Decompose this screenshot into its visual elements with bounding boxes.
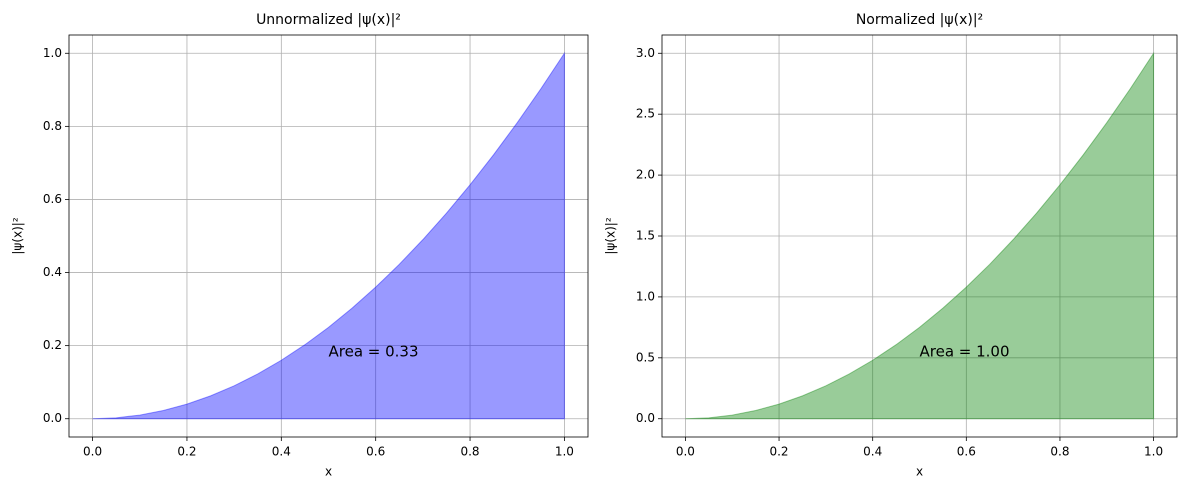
x-tick-label: 0.6 — [366, 445, 385, 459]
y-tick-label: 2.0 — [636, 168, 655, 182]
area-fill — [92, 51, 565, 420]
y-tick-label: 0.0 — [636, 411, 655, 425]
x-tick-label: 0.4 — [863, 445, 882, 459]
y-tick-label: 0.0 — [43, 411, 62, 425]
area-fill — [685, 51, 1155, 420]
y-tick-label: 0.8 — [43, 119, 62, 133]
x-tick-label: 1.0 — [1144, 445, 1163, 459]
x-tick-label: 0.2 — [769, 445, 788, 459]
y-tick-label: 3.0 — [636, 46, 655, 60]
y-tick-label: 0.6 — [43, 192, 62, 206]
x-axis-label: x — [325, 465, 332, 479]
x-tick-label: 0.4 — [272, 445, 291, 459]
plot-frame — [68, 34, 589, 438]
chart-title: Unnormalized |ψ(x)|² — [256, 12, 401, 28]
y-axis-label: |ψ(x)|² — [11, 217, 25, 254]
y-axis-label: |ψ(x)|² — [604, 217, 618, 254]
x-tick-label: 0.8 — [460, 445, 479, 459]
y-tick-label: 1.5 — [636, 229, 655, 243]
y-tick-label: 1.0 — [43, 46, 62, 60]
x-tick-label: 0.0 — [83, 445, 102, 459]
y-tick-label: 2.5 — [636, 107, 655, 121]
y-tick-label: 0.4 — [43, 265, 62, 279]
x-tick-label: 0.0 — [676, 445, 695, 459]
plot-frame — [661, 34, 1178, 438]
y-tick-label: 0.2 — [43, 338, 62, 352]
x-axis-label: x — [916, 465, 923, 479]
x-tick-label: 0.2 — [177, 445, 196, 459]
annotation: Area = 0.33 — [329, 342, 419, 360]
y-tick-label: 1.0 — [636, 289, 655, 303]
chart-title: Normalized |ψ(x)|² — [856, 12, 983, 28]
x-tick-label: 1.0 — [555, 445, 574, 459]
annotation: Area = 1.00 — [920, 342, 1010, 360]
x-tick-label: 0.6 — [957, 445, 976, 459]
y-tick-label: 0.5 — [636, 350, 655, 364]
x-tick-label: 0.8 — [1050, 445, 1069, 459]
